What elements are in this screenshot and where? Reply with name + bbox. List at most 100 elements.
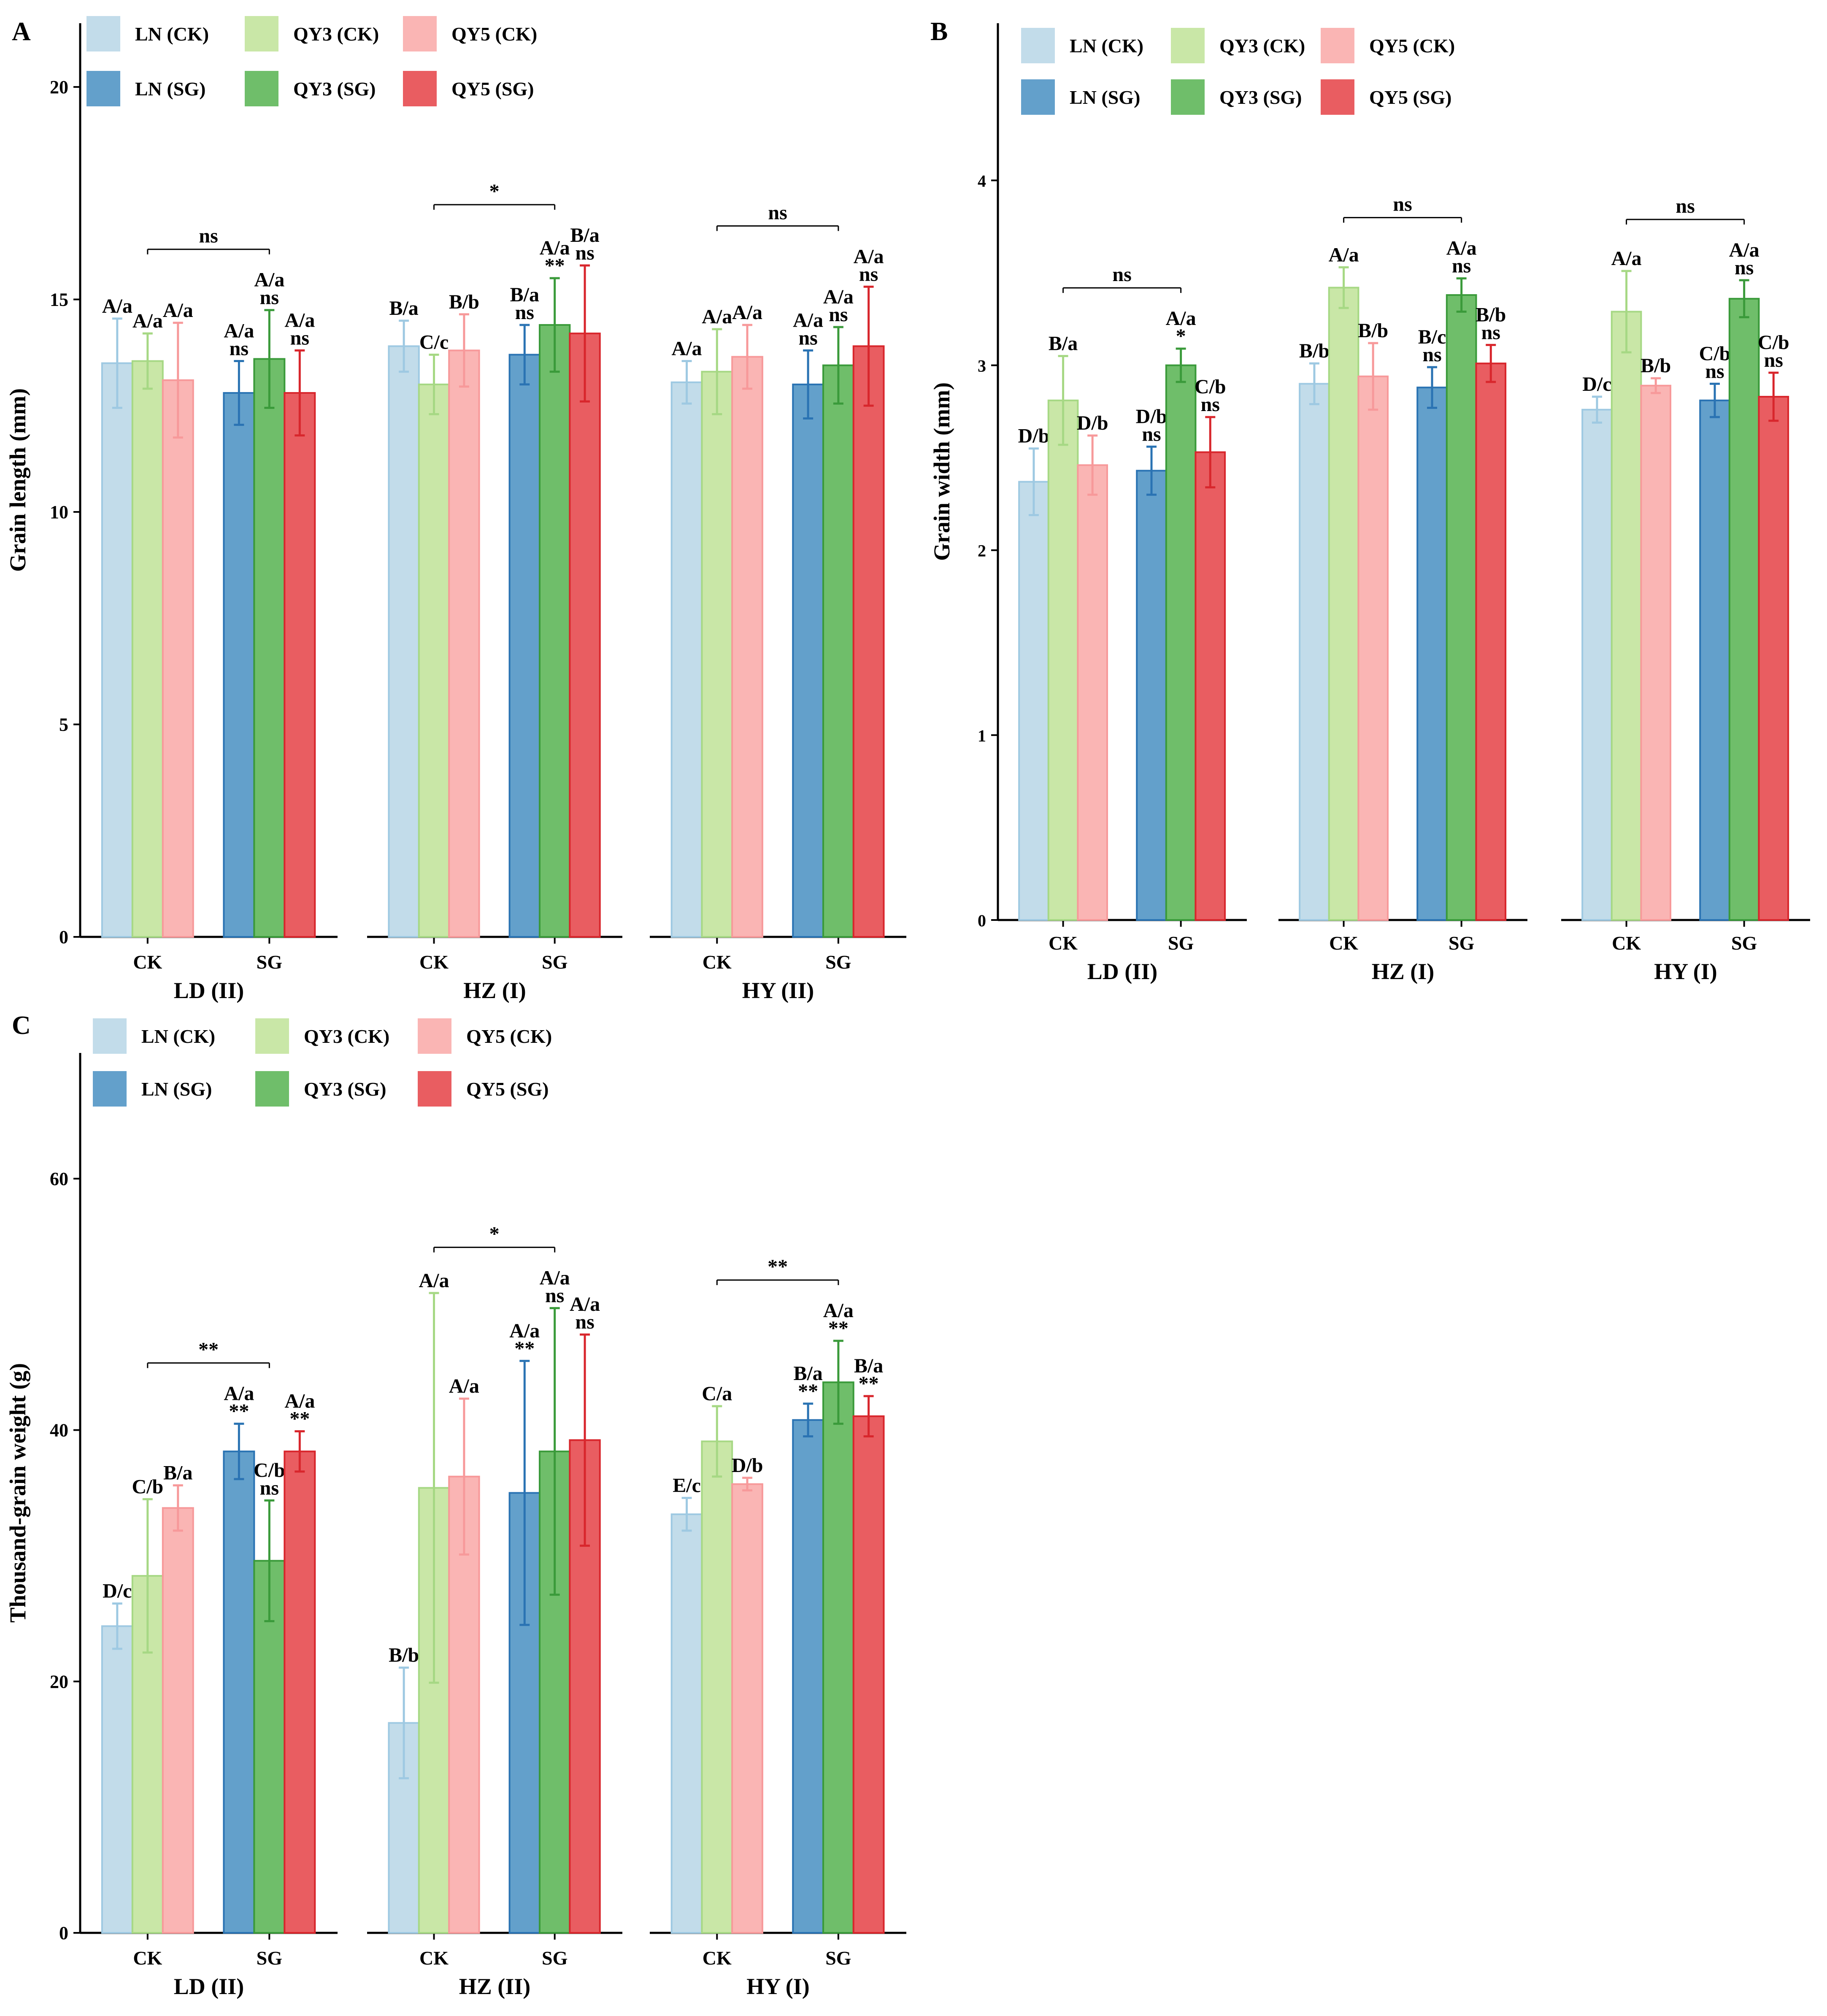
legend: LN (CK) QY3 (CK) QY5 (CK) LN (SG) QY3 (SG) QY… [86,16,537,106]
significance-label: B/b [449,291,479,313]
significance-label: ns [1142,423,1161,445]
significance-label: C/b [254,1459,285,1481]
bar [1195,451,1226,921]
significance-label: A/a [793,309,823,331]
significance-label: B/a [389,297,418,319]
y-tick-label: 1 [978,726,986,745]
significance-label: ns [230,338,249,360]
significance-label: ns [798,327,817,349]
significance-label: B/b [1641,354,1671,377]
legend-label: QY3 (CK) [293,23,379,45]
panel-letter: A [12,17,31,46]
bar [223,1450,255,1934]
significance-label: ** [545,254,565,277]
site-label: HY (I) [1654,959,1717,984]
bar [731,356,763,938]
comparison-label: ** [198,1339,219,1361]
significance-label: ns [260,287,279,309]
x-tick-label: CK [1329,932,1358,954]
significance-label: B/b [389,1644,419,1667]
x-tick-label: SG [257,1947,282,1969]
bar [1136,470,1167,921]
significance-label: E/c [673,1474,701,1496]
site-label: LD (II) [174,978,244,1003]
significance-label: A/a [224,1383,254,1405]
legend-swatch [86,16,120,51]
legend-label: QY3 (SG) [304,1078,386,1100]
legend-label: QY3 (CK) [304,1026,389,1047]
significance-label: A/a [163,299,193,322]
significance-label: ** [229,1400,249,1423]
panel-B: B LN (CK) QY3 (CK) QY5 (CK) LN (SG) QY3 (SG) Q… [929,17,1810,984]
panel-C: C LN (CK) QY3 (CK) QY5 (CK) LN (SG) QY3 (SG) Q… [5,1011,906,1999]
significance-label: * [1176,325,1186,347]
bar [822,1381,854,1934]
x-tick-label: CK [419,951,449,973]
bar [1018,481,1049,921]
y-tick-label: 0 [59,927,68,947]
bar [822,364,854,938]
significance-label: B/a [570,224,599,246]
legend-swatch [403,71,437,106]
bar [1581,409,1613,921]
bar [538,324,571,938]
x-tick-label: CK [133,1947,162,1969]
x-tick-label: SG [542,951,568,973]
significance-label: A/a [702,306,732,328]
site-label: HZ (I) [1372,959,1435,984]
legend-swatch [403,16,437,51]
significance-label: D/b [1136,405,1168,428]
significance-label: A/a [132,310,163,332]
bar [1416,387,1448,921]
x-tick-label: SG [825,1947,851,1969]
bar [1758,396,1789,921]
y-tick-label: 60 [50,1169,68,1189]
significance-label: A/a [284,309,315,331]
panel-A: A LN (CK) QY3 (CK) QY5 (CK) LN (SG) QY3 (SG) Q… [5,16,906,1003]
bar [792,1419,824,1934]
bar [1328,287,1359,921]
significance-label: ns [1452,255,1471,277]
bar [508,354,541,938]
significance-label: C/b [1758,331,1789,354]
significance-label: D/b [732,1454,763,1477]
site-label: HZ (I) [463,978,526,1003]
y-tick-label: 20 [50,77,68,97]
x-tick-label: SG [542,1947,568,1969]
significance-label: B/b [1476,303,1506,326]
legend-label: LN (SG) [1070,87,1140,108]
x-tick-label: SG [825,951,851,973]
legend-swatch [1321,28,1354,63]
legend-label: QY5 (CK) [466,1026,552,1047]
significance-label: A/a [540,237,570,259]
legend: LN (CK) QY3 (CK) QY5 (CK) LN (SG) QY3 (SG) QY… [93,1018,552,1107]
legend: LN (CK) QY3 (CK) QY5 (CK) LN (SG) QY3 (SG) QY… [1021,28,1455,115]
significance-label: ** [798,1380,818,1402]
y-axis-title: Thousand-grain weight (g) [5,1363,30,1623]
significance-label: ns [1201,393,1220,416]
significance-label: C/b [1195,376,1226,398]
bar [731,1483,763,1934]
significance-label: A/a [1166,307,1196,330]
legend-label: LN (SG) [141,1078,212,1100]
y-tick-label: 4 [978,171,986,190]
bar [223,392,255,938]
bar [162,1507,194,1934]
x-tick-label: CK [1049,932,1078,954]
significance-label: ns [290,327,309,349]
panel-letter: C [12,1011,31,1040]
significance-label: C/a [702,1383,732,1405]
significance-label: ns [515,301,534,324]
bar [253,358,286,938]
bar [1165,364,1197,921]
legend-swatch [1171,79,1205,115]
legend-swatch [1021,79,1055,115]
significance-label: ns [829,303,848,326]
significance-label: C/b [1699,342,1731,365]
bar [1699,399,1730,921]
x-tick-label: SG [257,951,282,973]
site-label: HZ (II) [459,1974,531,1999]
